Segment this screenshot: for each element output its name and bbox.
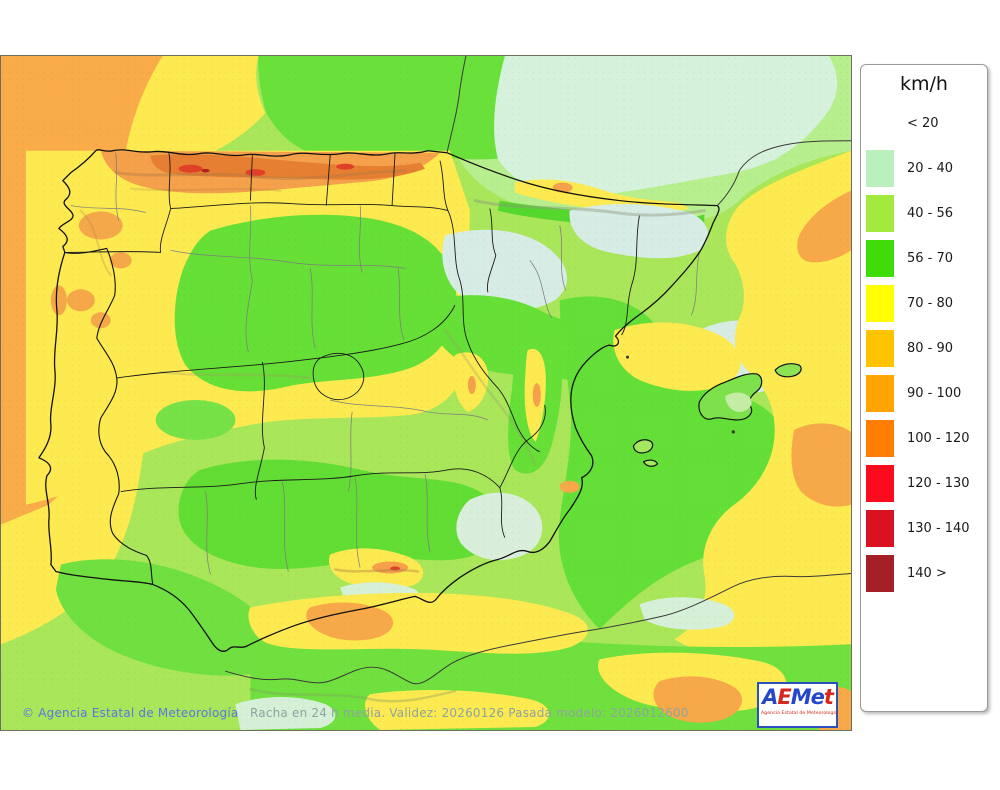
legend-row: 90 - 100 — [861, 371, 987, 416]
legend-row: 20 - 40 — [861, 146, 987, 191]
legend-row: 56 - 70 — [861, 236, 987, 281]
legend-label: 120 - 130 — [907, 476, 970, 491]
legend-label: 140 > — [907, 566, 947, 581]
balearic-islands — [626, 355, 802, 467]
aemet-logo: AEMet Agencia Estatal de Meteorología — [757, 682, 838, 728]
legend-swatch — [866, 150, 894, 187]
legend-label: 20 - 40 — [907, 161, 954, 176]
legend-swatch — [866, 465, 894, 502]
legend-label: 80 - 90 — [907, 341, 954, 356]
legend-swatch — [866, 285, 894, 322]
map-frame — [0, 55, 852, 731]
map-caption: Racha en 24 h media. Validez: 20260126 P… — [250, 706, 689, 720]
logo-letter: M — [790, 685, 812, 709]
legend-swatch — [866, 105, 894, 142]
region-borders — [64, 151, 640, 538]
aemet-logo-word: AEMet — [759, 684, 836, 710]
legend-row: 140 > — [861, 551, 987, 596]
legend-swatch — [866, 330, 894, 367]
legend-swatch — [866, 375, 894, 412]
legend-label: 40 - 56 — [907, 206, 954, 221]
province-borders — [70, 152, 700, 575]
legend-label: 130 - 140 — [907, 521, 970, 536]
wind-map — [1, 56, 851, 730]
legend-label: 90 - 100 — [907, 386, 962, 401]
legend-label: < 20 — [907, 116, 939, 131]
legend-label: 100 - 120 — [907, 431, 970, 446]
legend-row: 100 - 120 — [861, 416, 987, 461]
legend-panel: km/h < 20 20 - 40 40 - 56 56 - 70 70 - 80 80 … — [860, 64, 988, 712]
legend-swatch — [866, 420, 894, 457]
legend-swatch — [866, 510, 894, 547]
hillshade-strokes — [79, 169, 706, 703]
copyright-text: © Agencia Estatal de Meteorología — [22, 706, 239, 720]
logo-letter: A — [762, 685, 778, 709]
legend-title: km/h — [900, 73, 948, 95]
legend-row: 130 - 140 — [861, 506, 987, 551]
legend-swatch — [866, 240, 894, 277]
legend-label: 56 - 70 — [907, 251, 954, 266]
legend-swatch — [866, 555, 894, 592]
coastline — [38, 56, 851, 685]
legend-row: 70 - 80 — [861, 281, 987, 326]
aemet-logo-subtitle: Agencia Estatal de Meteorología — [760, 710, 838, 716]
legend-entries: < 20 20 - 40 40 - 56 56 - 70 70 - 80 80 - 90 9… — [861, 101, 987, 596]
logo-letter: e — [810, 685, 825, 709]
logo-letter: E — [777, 685, 791, 709]
logo-letter: t — [823, 685, 834, 709]
legend-row: 40 - 56 — [861, 191, 987, 236]
legend-row: 80 - 90 — [861, 326, 987, 371]
legend-row: < 20 — [861, 101, 987, 146]
legend-label: 70 - 80 — [907, 296, 954, 311]
legend-swatch — [866, 195, 894, 232]
legend-row: 120 - 130 — [861, 461, 987, 506]
